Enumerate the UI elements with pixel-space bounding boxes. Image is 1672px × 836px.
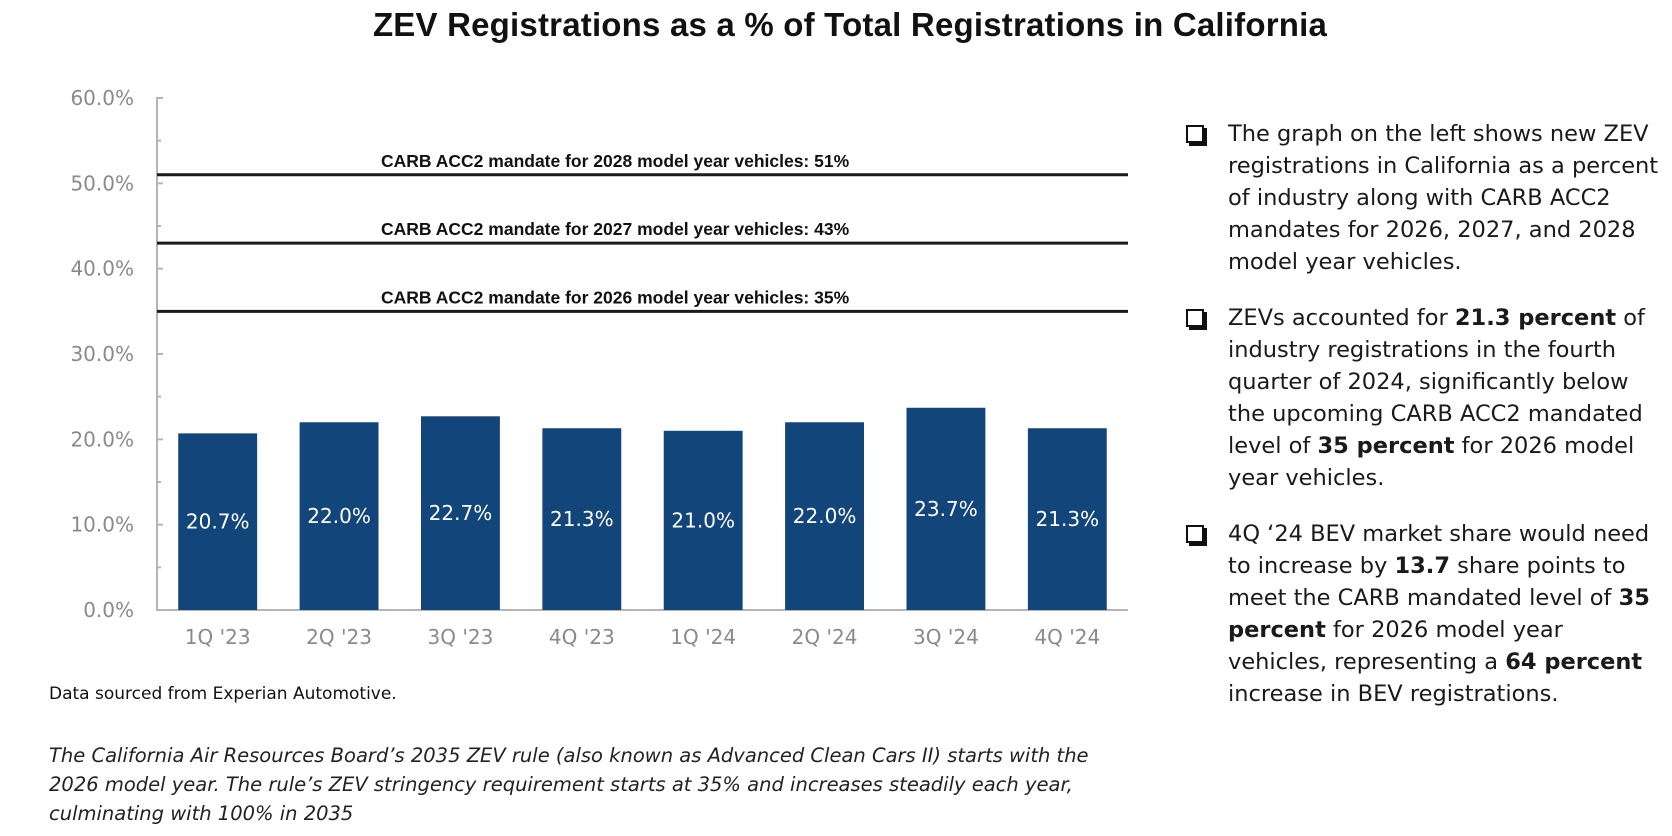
- y-tick-label: 50.0%: [70, 171, 134, 195]
- bar: [906, 407, 986, 610]
- bullet-emphasis: 13.7: [1394, 553, 1450, 579]
- bullet-text: for 2026 model year vehicles, representi…: [1228, 617, 1563, 675]
- bullet-text: share points to meet the CARB mandated l…: [1228, 553, 1626, 611]
- x-tick-label: 1Q '23: [185, 625, 251, 649]
- bullet-item: 4Q ‘24 BEV market share would need to in…: [1186, 518, 1666, 710]
- x-tick-label: 3Q '24: [913, 625, 979, 649]
- bar-value-label: 22.0%: [307, 504, 371, 528]
- bar-value-label: 22.7%: [429, 501, 493, 525]
- y-tick-label: 0.0%: [83, 598, 134, 622]
- bullet-emphasis: 64 percent: [1505, 649, 1643, 675]
- bar: [1027, 428, 1107, 610]
- bar: [542, 428, 622, 610]
- y-tick-label: 60.0%: [70, 86, 134, 110]
- x-tick-label: 1Q '24: [670, 625, 736, 649]
- mandate-label: CARB ACC2 mandate for 2026 model year ve…: [381, 287, 850, 307]
- data-source-note: Data sourced from Experian Automotive.: [49, 684, 397, 704]
- bar-value-label: 21.0%: [671, 508, 735, 532]
- y-tick-label: 10.0%: [70, 513, 134, 537]
- mandate-label: CARB ACC2 mandate for 2027 model year ve…: [381, 219, 850, 239]
- bar-value-label: 21.3%: [1036, 507, 1100, 531]
- bullet-emphasis: 21.3 percent: [1454, 305, 1617, 331]
- bar-value-label: 21.3%: [550, 507, 614, 531]
- y-tick-label: 40.0%: [70, 257, 134, 281]
- checkbox-bullet-icon: [1186, 309, 1204, 327]
- checkbox-bullet-icon: [1186, 125, 1204, 143]
- bar-value-label: 23.7%: [914, 497, 978, 521]
- bar: [420, 416, 500, 610]
- bullet-text: for 2026 model year vehicles.: [1228, 433, 1635, 491]
- bullet-text: ZEVs accounted for: [1228, 305, 1455, 331]
- bar: [663, 430, 743, 610]
- bullet-item: The graph on the left shows new ZEV regi…: [1186, 118, 1666, 278]
- bullet-text: of industry registrations in the fourth …: [1228, 305, 1645, 459]
- bullet-text: 4Q ‘24 BEV market share would need to in…: [1228, 521, 1650, 579]
- x-tick-label: 4Q '24: [1034, 625, 1100, 649]
- bar-value-label: 20.7%: [186, 510, 250, 534]
- mandate-label: CARB ACC2 mandate for 2028 model year ve…: [381, 151, 850, 171]
- x-tick-label: 3Q '23: [428, 625, 494, 649]
- bar: [299, 422, 379, 610]
- bar: [178, 433, 258, 610]
- x-tick-label: 4Q '23: [549, 625, 615, 649]
- bullet-emphasis: 35 percent: [1228, 585, 1650, 643]
- bar-chart: 0.0% 10.0% 20.0% 30.0% 40.0% 50.0% 60.0% 20.7% 1…: [70, 86, 1128, 649]
- x-tick-label: 2Q '23: [306, 625, 372, 649]
- y-tick-label: 20.0%: [70, 427, 134, 451]
- bullet-text: increase in BEV registrations.: [1228, 681, 1559, 707]
- checkbox-bullet-icon: [1186, 525, 1204, 543]
- footnote: The California Air Resources Board’s 203…: [49, 744, 1089, 825]
- bullet-item: ZEVs accounted for 21.3 percent of indus…: [1186, 302, 1666, 494]
- y-tick-label: 30.0%: [70, 342, 134, 366]
- bar-value-label: 22.0%: [793, 504, 857, 528]
- bullet-emphasis: 35 percent: [1317, 433, 1455, 459]
- bullet-list: The graph on the left shows new ZEV regi…: [1186, 118, 1666, 734]
- bar: [785, 422, 865, 610]
- bullet-text: The graph on the left shows new ZEV regi…: [1228, 121, 1659, 275]
- x-tick-label: 2Q '24: [792, 625, 858, 649]
- chart-title: ZEV Registrations as a % of Total Regist…: [372, 6, 1328, 43]
